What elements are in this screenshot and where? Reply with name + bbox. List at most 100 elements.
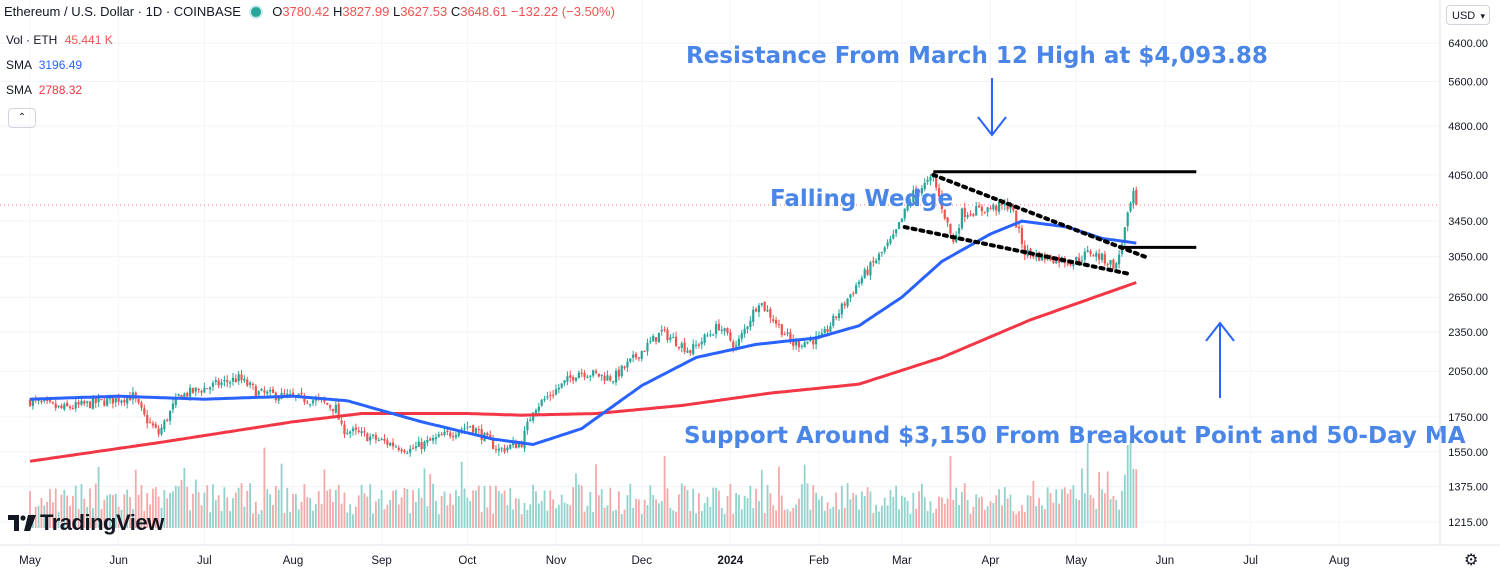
x-tick-label: Apr [982,555,1000,567]
volume-bar [380,490,383,528]
candle-body [757,305,761,313]
candle-body [849,294,852,298]
candle-body [540,399,543,406]
volume-bar [103,499,106,528]
volume-bar [752,508,755,528]
volume-bar [986,506,989,528]
volume-bar [192,493,194,528]
candle-body [820,333,823,336]
y-tick-label: 6400.00 [1448,38,1488,50]
volume-bar [952,499,955,528]
volume-bar [763,513,766,528]
candle-body [1003,203,1006,206]
candle-body [371,434,375,436]
collapse-indicators-button[interactable]: ⌃ [8,108,36,128]
sma50-value: 3196.49 [38,58,83,72]
volume-bar [249,483,252,528]
volume-bar [555,508,557,528]
volume-bar [246,490,249,528]
candle-body [57,405,60,407]
volume-bar [720,508,723,528]
volume-bar [746,498,749,528]
candle-body [257,391,260,395]
candle-body [726,327,729,333]
volume-bar [286,487,289,528]
candle-body [506,447,509,451]
volume-bar [386,504,389,528]
candle-body [183,393,186,399]
sma200-indicator[interactable]: SMA 2788.32 [6,83,82,97]
volume-bar [597,495,600,528]
wedge-lower-line [902,225,1133,277]
candle-body [363,431,366,433]
candle-body [566,376,569,382]
tradingview-logo[interactable]: TradingView [8,510,164,536]
candle-body [403,450,406,453]
volume-bar [377,498,380,528]
volume-bar [1029,495,1032,528]
currency-select[interactable]: USD ▾ [1446,5,1490,25]
y-tick-label: 4800.00 [1448,121,1488,133]
volume-bar [260,510,263,528]
volume-bar [1072,485,1075,528]
volume-bar [475,490,477,528]
volume-bar [334,490,337,528]
volume-indicator[interactable]: Vol · ETH 45.441 K [6,33,113,47]
volume-bar [966,500,969,528]
candle-body [106,398,109,406]
candle-body [826,328,829,333]
sma50-indicator[interactable]: SMA 3196.49 [6,58,82,72]
volume-bar [1115,500,1118,528]
volume-bar [526,509,529,528]
volume-bar [963,483,966,528]
candle-body [354,427,357,430]
volume-bar [49,489,51,528]
volume-bar [1015,514,1018,528]
volume-bar [183,467,186,528]
volume-bar [778,466,780,528]
volume-bar [1061,489,1063,528]
candle-body [586,376,589,379]
candle-body [700,341,703,345]
candle-body [694,344,698,346]
volume-bar [1095,508,1098,528]
volume-bar [1035,506,1038,528]
volume-bar [875,504,878,528]
volume-bar [252,513,254,528]
volume-bar [440,495,443,528]
y-tick-label: 3050.00 [1448,252,1488,264]
candle-body [126,397,129,404]
candle-body [680,343,683,348]
volume-bar [543,490,546,528]
candle-body [260,388,263,391]
candle-body [74,402,77,409]
candle-body [872,260,875,263]
symbol-title[interactable]: Ethereum / U.S. Dollar · 1D · COINBASE [4,4,241,19]
candle-body [940,194,943,210]
y-tick-label: 2650.00 [1448,292,1488,304]
candle-body [712,334,715,336]
volume-bar [860,491,863,528]
candle-body [832,315,835,326]
volume-bar [352,514,354,528]
candle-body [1115,263,1118,269]
candle-body [903,208,906,219]
volume-bar [780,495,783,528]
volume-bar [506,505,509,528]
candle-body [420,442,423,450]
candle-body [920,188,923,194]
volume-bar [1103,493,1106,528]
candle-body [197,388,200,390]
chart-settings-button[interactable]: ⚙ [1464,550,1478,570]
volume-bar [294,493,297,528]
volume-bar [220,511,223,528]
volume-bar [106,495,109,528]
volume-bar [383,509,386,528]
sma50-label: SMA [6,58,32,72]
volume-bar [517,498,520,528]
candle-body [437,434,440,437]
candle-body [1006,202,1009,210]
volume-bar [975,494,978,528]
chevron-down-icon: ▾ [1480,11,1485,21]
